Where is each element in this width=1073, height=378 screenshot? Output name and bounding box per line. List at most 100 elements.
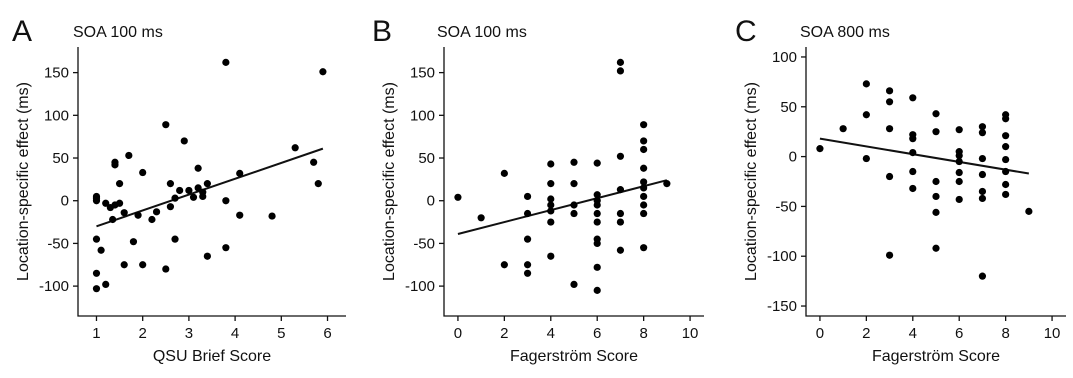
data-point <box>171 235 179 243</box>
data-point <box>932 110 940 118</box>
y-tick-label: 150 <box>44 65 69 82</box>
data-point <box>222 58 230 66</box>
y-tick-label: 0 <box>789 149 797 166</box>
x-tick-label: 0 <box>454 325 462 342</box>
regression-line <box>819 137 1030 175</box>
data-point <box>120 209 128 217</box>
data-point <box>955 195 963 204</box>
data-point <box>640 137 648 145</box>
data-point <box>1025 207 1033 215</box>
data-point <box>291 144 299 152</box>
data-point <box>978 187 987 196</box>
y-tick-label: 100 <box>44 107 69 124</box>
data-point <box>1002 180 1010 189</box>
data-point <box>547 195 555 203</box>
data-point <box>909 135 917 143</box>
data-point <box>593 239 601 248</box>
data-point <box>640 201 648 209</box>
data-point <box>134 211 142 219</box>
data-point <box>166 180 175 188</box>
data-point <box>593 159 601 167</box>
data-point <box>955 151 963 160</box>
data-point <box>129 238 138 246</box>
data-point <box>640 121 648 129</box>
data-point <box>640 184 648 192</box>
panel-label: C <box>735 15 757 48</box>
data-point <box>640 178 648 186</box>
data-point <box>570 280 578 289</box>
data-point <box>885 125 894 133</box>
data-point <box>616 58 625 66</box>
data-point <box>955 177 963 186</box>
data-point <box>640 209 648 218</box>
y-tick-label: 100 <box>772 49 797 66</box>
x-tick-label: 2 <box>139 325 147 342</box>
data-point <box>1002 132 1010 140</box>
data-point <box>97 246 105 254</box>
y-tick-label: -150 <box>767 298 797 315</box>
data-point <box>640 164 648 172</box>
data-point <box>176 186 184 195</box>
data-point <box>222 197 230 205</box>
data-point <box>222 244 230 252</box>
x-tick-label: 4 <box>909 325 917 342</box>
data-point <box>593 218 601 226</box>
panel-title: SOA 800 ms <box>800 24 890 41</box>
data-point <box>1002 155 1010 164</box>
data-point <box>593 209 601 218</box>
y-tick-label: -50 <box>775 198 797 215</box>
y-axis-label: Location-specific effect (ms) <box>381 82 398 281</box>
data-point <box>909 149 917 157</box>
axis-lines <box>805 47 1066 317</box>
x-axis-label: Fagerström Score <box>510 348 638 365</box>
data-point <box>978 154 987 163</box>
data-point <box>120 261 128 269</box>
data-point <box>1002 190 1010 199</box>
data-point <box>978 272 987 280</box>
data-point <box>570 201 578 209</box>
data-point <box>268 212 276 220</box>
panel-title: SOA 100 ms <box>437 24 527 41</box>
regression-line <box>457 179 668 235</box>
data-point <box>616 186 625 194</box>
data-point <box>955 126 963 134</box>
y-tick-label: -50 <box>413 235 435 252</box>
panel-label: B <box>372 15 392 48</box>
data-point <box>189 193 198 201</box>
data-point <box>839 125 847 133</box>
data-point <box>115 180 124 188</box>
data-point <box>148 215 156 224</box>
data-point <box>92 269 101 277</box>
data-point <box>616 67 625 75</box>
data-point <box>932 244 940 252</box>
x-tick-label: 1 <box>92 325 100 342</box>
data-point <box>547 160 555 168</box>
x-tick-label: 6 <box>593 325 601 342</box>
data-point <box>115 199 124 207</box>
data-point <box>885 251 894 259</box>
data-point <box>885 98 894 106</box>
data-point <box>523 235 532 243</box>
data-point <box>547 252 555 260</box>
x-tick-label: 6 <box>955 325 963 342</box>
data-point <box>236 211 244 219</box>
x-tick-label: 3 <box>185 325 193 342</box>
data-point <box>978 170 987 179</box>
data-point <box>616 209 625 218</box>
data-point <box>111 161 119 169</box>
y-tick-label: 0 <box>61 193 69 210</box>
data-point <box>523 209 532 218</box>
data-point <box>593 201 601 209</box>
data-point <box>500 169 508 177</box>
data-point <box>1002 143 1010 151</box>
x-tick-label: 2 <box>862 325 870 342</box>
axis-lines <box>77 47 346 317</box>
data-point <box>547 180 555 188</box>
data-point <box>932 192 940 201</box>
y-tick-label: -100 <box>39 278 69 295</box>
data-point <box>593 286 601 294</box>
y-tick-label: 150 <box>410 65 435 82</box>
data-point <box>139 261 147 269</box>
data-point <box>152 208 161 216</box>
data-point <box>162 265 170 273</box>
